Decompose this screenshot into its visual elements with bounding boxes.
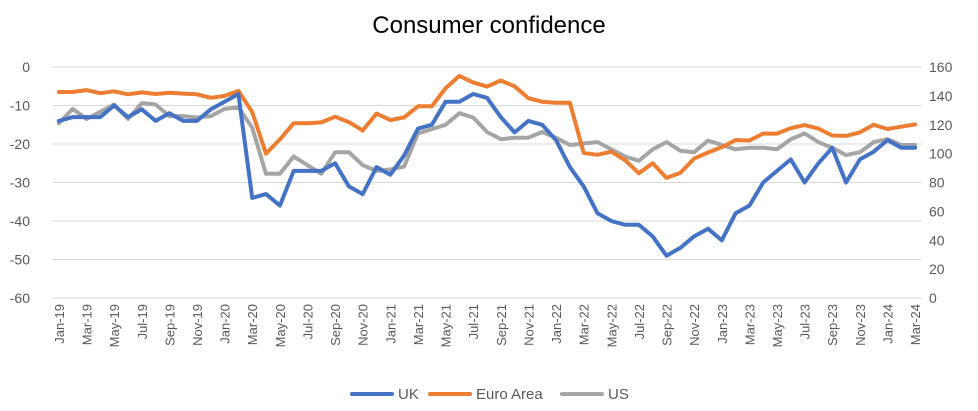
- series-lines: [56, 73, 918, 258]
- x-tick-label: Mar-22: [577, 304, 592, 345]
- x-tick-label: Nov-21: [521, 304, 536, 346]
- left-y-tick-label: -40: [10, 213, 30, 229]
- x-tick-label: Jan-21: [383, 304, 398, 344]
- right-y-tick-label: 0: [929, 290, 937, 306]
- x-tick-label: Sep-19: [162, 304, 177, 346]
- x-tick-label: Sep-23: [825, 304, 840, 346]
- left-y-axis: 0 -10 -20 -30 -40 -50 -60: [10, 59, 30, 306]
- x-tick-label: May-19: [107, 304, 122, 347]
- right-y-tick-label: 60: [929, 203, 945, 219]
- right-y-tick-label: 80: [929, 175, 945, 191]
- right-y-axis: 160 140 120 100 80 60 40 20 0: [929, 59, 953, 306]
- chart-title: Consumer confidence: [372, 12, 605, 39]
- x-tick-label: Jan-22: [549, 304, 564, 344]
- right-y-tick-label: 140: [929, 88, 953, 104]
- x-axis: Jan-19 Mar-19 May-19 Jul-19 Sep-19 Nov-19 Jan-…: [52, 304, 923, 347]
- left-y-tick-label: -20: [10, 136, 30, 152]
- x-tick-label: May-20: [273, 304, 288, 347]
- left-y-tick-label: -30: [10, 175, 30, 191]
- x-tick-label: Mar-23: [742, 304, 757, 345]
- gridlines: [52, 66, 922, 299]
- legend-label: US: [608, 386, 629, 403]
- legend-label: UK: [398, 386, 419, 403]
- x-tick-label: Jan-20: [218, 304, 233, 344]
- left-y-tick-label: -10: [10, 98, 30, 114]
- x-tick-label: May-23: [770, 304, 785, 347]
- x-tick-label: Sep-21: [494, 304, 509, 346]
- left-y-tick-label: -50: [10, 252, 30, 268]
- right-y-tick-label: 160: [929, 59, 953, 75]
- x-tick-label: Nov-23: [853, 304, 868, 346]
- x-tick-label: May-22: [604, 304, 619, 347]
- x-tick-label: Jan-19: [52, 304, 67, 344]
- right-y-tick-label: 40: [929, 232, 945, 248]
- right-y-tick-label: 20: [929, 261, 945, 277]
- x-tick-label: Nov-19: [190, 304, 205, 346]
- x-tick-label: May-21: [439, 304, 454, 347]
- x-tick-label: Jan-24: [880, 304, 895, 344]
- x-tick-label: Nov-22: [687, 304, 702, 346]
- x-tick-label: Nov-20: [356, 304, 371, 346]
- x-tick-label: Mar-24: [908, 304, 923, 345]
- x-tick-label: Jul-19: [135, 304, 150, 339]
- left-y-tick-label: 0: [22, 59, 30, 75]
- x-tick-label: Mar-19: [80, 304, 95, 345]
- left-y-tick-label: -60: [10, 290, 30, 306]
- x-tick-label: Sep-20: [328, 304, 343, 346]
- x-tick-label: Jan-23: [715, 304, 730, 344]
- right-y-tick-label: 100: [929, 146, 953, 162]
- x-tick-label: Jul-23: [798, 304, 813, 339]
- x-tick-label: Jul-20: [300, 304, 315, 339]
- x-tick-label: Mar-20: [245, 304, 260, 345]
- x-tick-label: Mar-21: [411, 304, 426, 345]
- x-tick-label: Sep-22: [660, 304, 675, 346]
- x-tick-label: Jul-21: [466, 304, 481, 339]
- series-line-uk: [56, 92, 918, 258]
- right-y-tick-label: 120: [929, 117, 953, 133]
- series-line-euro-area: [56, 73, 918, 180]
- legend: UK Euro Area US: [350, 386, 629, 403]
- x-tick-label: Jul-22: [632, 304, 647, 339]
- legend-label: Euro Area: [476, 386, 543, 403]
